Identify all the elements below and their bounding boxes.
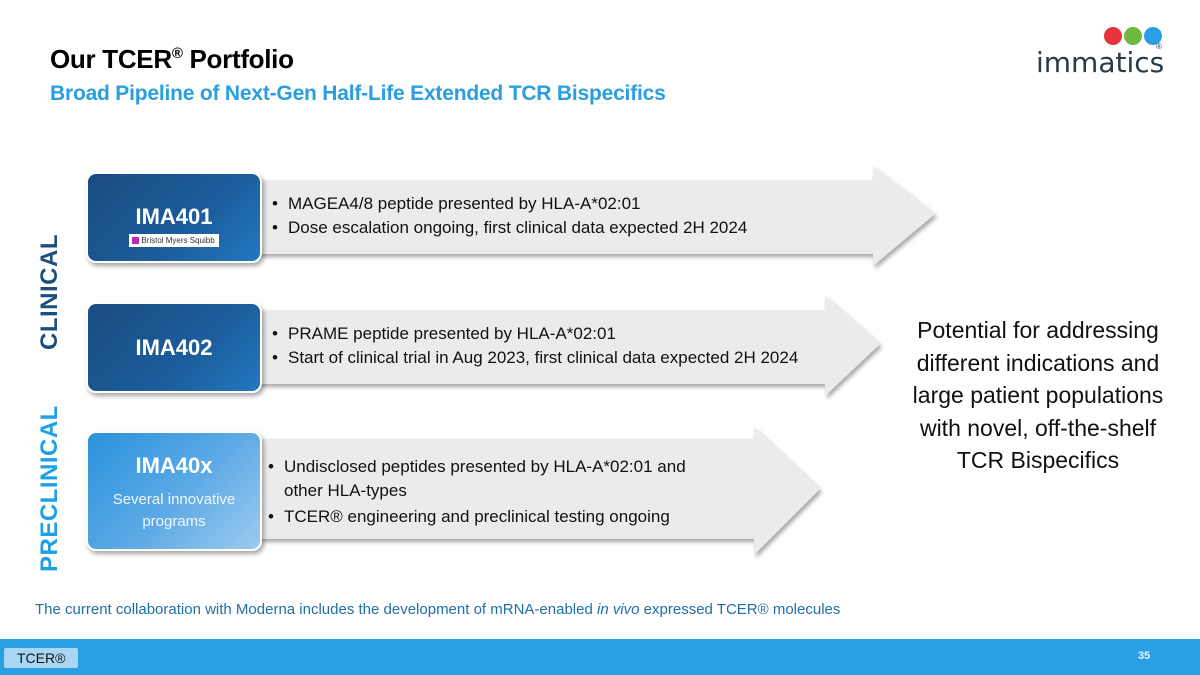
bullet-item: PRAME peptide presented by HLA-A*02:01 (272, 322, 798, 346)
program-name: IMA40x (135, 453, 213, 478)
program-name: IMA402 (135, 335, 213, 360)
ima40x-bullets: Undisclosed peptides presented by HLA-A*… (268, 455, 708, 529)
bullet-item: TCER® engineering and preclinical testin… (268, 505, 708, 529)
ima401-bullets: MAGEA4/8 peptide presented by HLA-A*02:0… (272, 192, 747, 240)
stage-label-preclinical: PRECLINICAL (36, 405, 63, 572)
logo-registered-mark: ® (1156, 42, 1162, 51)
immatics-logo: immatics ® (1036, 24, 1164, 79)
moderna-collaboration-note: The current collaboration with Moderna i… (35, 601, 841, 618)
footer-section-tag: TCER® (4, 648, 79, 668)
pipeline-potential-note: Potential for addressing different indic… (912, 317, 1164, 473)
bms-icon (132, 237, 140, 244)
program-box-ima402: IMA402 (86, 302, 262, 393)
pipeline-arrow-ima401: MAGEA4/8 peptide presented by HLA-A*02:0… (250, 166, 940, 270)
page-title: Our TCER® Portfolio (50, 44, 294, 74)
bullet-item: MAGEA4/8 peptide presented by HLA-A*02:0… (272, 192, 747, 216)
program-box-ima40x: IMA40x Several innovative programs (86, 431, 262, 551)
bullet-item: Dose escalation ongoing, first clinical … (272, 216, 747, 240)
pipeline-arrow-ima40x: Undisclosed peptides presented by HLA-A*… (250, 427, 830, 559)
page-number: 35 (1138, 650, 1151, 662)
bullet-item: Start of clinical trial in Aug 2023, fir… (272, 346, 798, 370)
logo-wordmark: immatics (1036, 46, 1165, 79)
pipeline-arrow-ima402: PRAME peptide presented by HLA-A*02:01 S… (250, 296, 890, 400)
program-box-ima401: IMA401 Bristol Myers Squibb (86, 172, 262, 263)
page-subtitle: Broad Pipeline of Next-Gen Half-Life Ext… (50, 82, 666, 105)
stage-label-clinical: CLINICAL (36, 234, 63, 350)
program-subtitle: Several innovative programs (112, 491, 236, 530)
bms-partner-logo: Bristol Myers Squibb (129, 234, 219, 247)
logo-dot-blue-icon (1144, 27, 1162, 45)
logo-dot-green-icon (1124, 27, 1142, 45)
footer-bar: TCER® 35 (0, 639, 1200, 675)
logo-dot-red-icon (1104, 27, 1122, 45)
ima402-bullets: PRAME peptide presented by HLA-A*02:01 S… (272, 322, 798, 370)
program-name: IMA401 (135, 204, 213, 229)
bullet-item: Undisclosed peptides presented by HLA-A*… (268, 455, 704, 503)
